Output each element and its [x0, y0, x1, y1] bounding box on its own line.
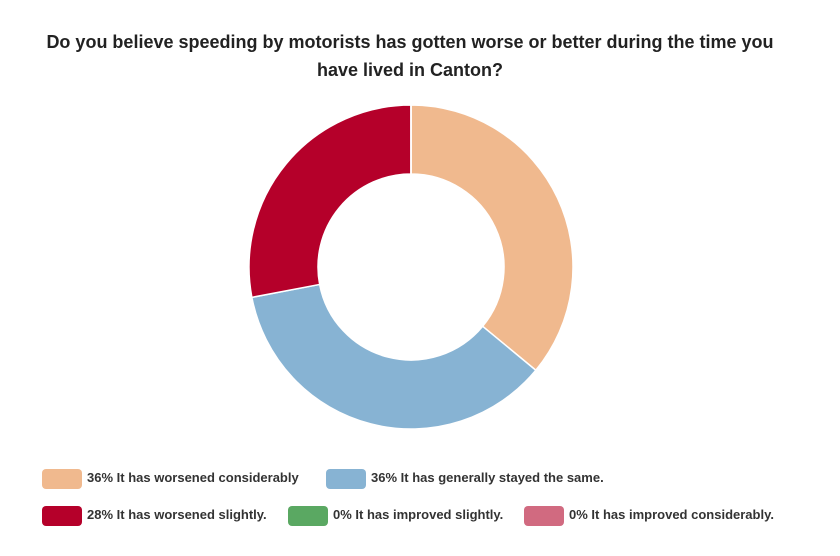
legend-name: It has worsened slightly. — [117, 507, 267, 522]
legend-swatch — [326, 469, 366, 489]
legend-swatch — [42, 469, 82, 489]
legend-swatch — [524, 506, 564, 526]
legend-label: 36% It has generally stayed the same. — [371, 470, 604, 485]
legend-label: 36% It has worsened considerably — [87, 470, 299, 485]
legend-value: 36% — [87, 470, 113, 485]
donut-slice — [250, 283, 537, 430]
donut-slice — [248, 104, 412, 299]
legend-value: 0% — [333, 507, 352, 522]
legend-swatch — [42, 506, 82, 526]
legend-label: 28% It has worsened slightly. — [87, 507, 267, 522]
legend-name: It has worsened considerably — [117, 470, 300, 485]
legend-name: It has improved considerably. — [591, 507, 774, 522]
donut-slice — [410, 104, 574, 372]
legend-name: It has improved slightly. — [355, 507, 503, 522]
chart-title: Do you believe speeding by motorists has… — [46, 32, 774, 80]
legend-value: 28% — [87, 507, 113, 522]
legend-swatch — [288, 506, 328, 526]
legend-value: 36% — [371, 470, 397, 485]
legend-name: It has generally stayed the same. — [401, 470, 604, 485]
legend-value: 0% — [569, 507, 588, 522]
legend-label: 0% It has improved slightly. — [333, 507, 503, 522]
legend-label: 0% It has improved considerably. — [569, 507, 774, 522]
